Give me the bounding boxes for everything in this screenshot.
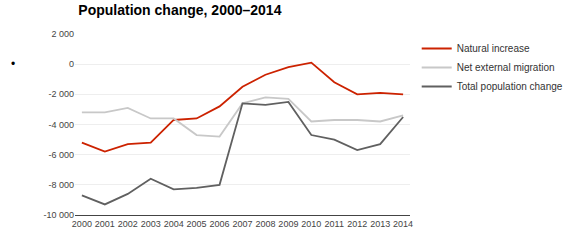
svg-text:0: 0: [69, 59, 74, 69]
svg-text:-4 000: -4 000: [48, 120, 74, 130]
svg-text:2003: 2003: [141, 219, 161, 229]
svg-text:Population change, 2000–2014: Population change, 2000–2014: [78, 2, 281, 18]
svg-text:-6 000: -6 000: [48, 150, 74, 160]
svg-text:-8 000: -8 000: [48, 180, 74, 190]
svg-text:2006: 2006: [210, 219, 230, 229]
svg-text:Natural increase: Natural increase: [457, 43, 530, 54]
svg-text:2013: 2013: [370, 219, 390, 229]
svg-text:2 000: 2 000: [51, 29, 74, 39]
svg-text:-10 000: -10 000: [43, 210, 74, 220]
svg-text:2012: 2012: [347, 219, 367, 229]
svg-text:2009: 2009: [278, 219, 298, 229]
svg-text:2008: 2008: [255, 219, 275, 229]
svg-text:-2 000: -2 000: [48, 89, 74, 99]
svg-text:2011: 2011: [325, 219, 344, 229]
svg-text:2000: 2000: [72, 219, 92, 229]
svg-text:2010: 2010: [301, 219, 321, 229]
svg-text:2002: 2002: [118, 219, 138, 229]
svg-text:Total population change: Total population change: [457, 81, 563, 92]
svg-text:2004: 2004: [164, 219, 184, 229]
svg-text:2001: 2001: [95, 219, 115, 229]
svg-text:2005: 2005: [187, 219, 207, 229]
svg-text:Net external migration: Net external migration: [457, 62, 555, 73]
svg-text:•: •: [11, 57, 15, 71]
svg-text:2007: 2007: [232, 219, 252, 229]
svg-text:2014: 2014: [393, 219, 413, 229]
